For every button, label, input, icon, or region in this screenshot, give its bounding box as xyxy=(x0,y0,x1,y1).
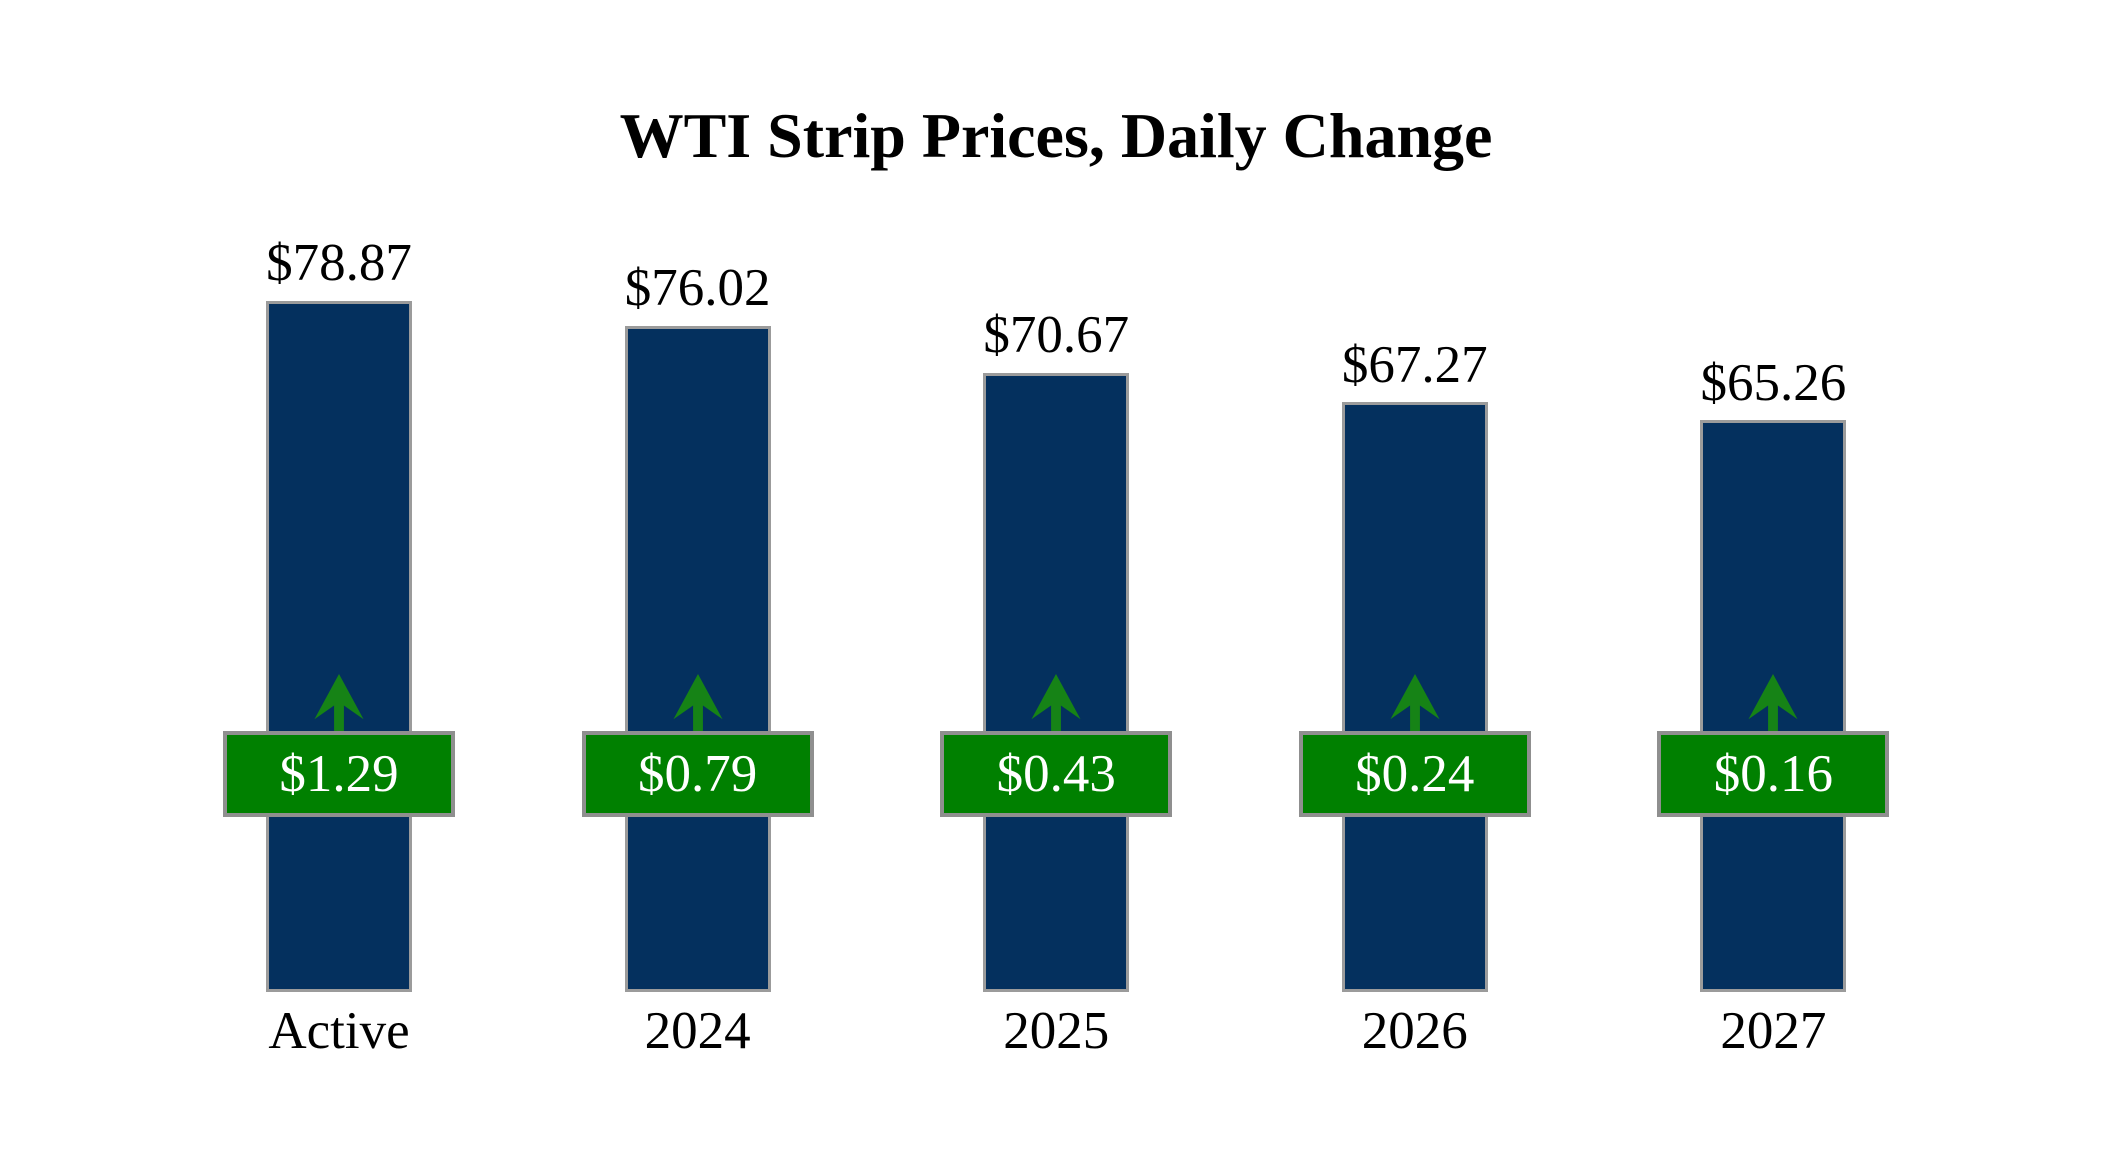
daily-change-value: $0.16 xyxy=(1713,744,1834,803)
bar-value-label: $65.26 xyxy=(1700,353,1847,412)
bar-group: $67.27 $0.24 2026 xyxy=(1235,0,1595,1152)
bar-value-label: $67.27 xyxy=(1341,336,1488,395)
up-arrow-icon xyxy=(1748,674,1798,731)
chart-title: WTI Strip Prices, Daily Change xyxy=(619,100,1493,171)
up-arrow-icon xyxy=(314,674,364,731)
daily-change-badge: $1.29 xyxy=(223,731,455,817)
daily-change-badge: $0.43 xyxy=(940,731,1173,817)
daily-change-value: $0.79 xyxy=(637,744,758,803)
category-label: 2024 xyxy=(644,1002,751,1060)
up-arrow-icon xyxy=(673,674,723,731)
daily-change-badge: $0.24 xyxy=(1298,731,1531,817)
daily-change-value: $1.29 xyxy=(279,744,399,803)
bar-group: $78.87 $1.29 Active xyxy=(159,0,519,1152)
category-label: 2027 xyxy=(1720,1002,1827,1060)
bar-value-label: $70.67 xyxy=(983,306,1130,365)
bar-group: $70.67 $0.43 2025 xyxy=(876,0,1236,1152)
daily-change-badge: $0.16 xyxy=(1657,731,1890,817)
bar-value-label: $78.87 xyxy=(266,234,412,293)
up-arrow-icon xyxy=(1390,674,1440,731)
price-bar xyxy=(266,300,412,992)
daily-change-badge: $0.79 xyxy=(581,731,814,817)
bar-group: $76.02 $0.79 2024 xyxy=(518,0,878,1152)
bar-group: $65.26 $0.16 2027 xyxy=(1593,0,1953,1152)
bar-value-label: $76.02 xyxy=(624,259,771,318)
daily-change-value: $0.24 xyxy=(1355,744,1475,803)
daily-change-value: $0.43 xyxy=(996,744,1116,803)
category-label: Active xyxy=(268,1002,410,1060)
up-arrow-icon xyxy=(1031,674,1081,731)
category-label: 2025 xyxy=(1003,1002,1110,1060)
category-label: 2026 xyxy=(1361,1002,1468,1060)
price-bar xyxy=(624,325,771,992)
